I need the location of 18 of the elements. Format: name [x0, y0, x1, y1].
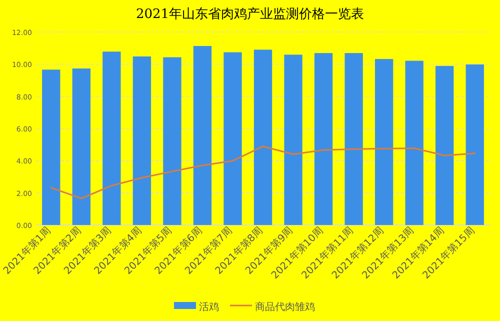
- bar: [374, 59, 394, 225]
- bar: [436, 66, 454, 225]
- legend-label: 商品代肉雏鸡: [255, 301, 315, 313]
- bar: [224, 52, 242, 225]
- bar: [284, 54, 302, 225]
- bar: [193, 46, 212, 225]
- bar: [314, 53, 333, 225]
- legend-label: 活鸡: [199, 301, 219, 313]
- bar: [72, 68, 90, 225]
- bar: [102, 52, 121, 225]
- bar: [42, 70, 60, 225]
- bar: [466, 64, 484, 225]
- chart-title: 2021年山东省肉鸡产业监测价格一览表: [136, 7, 364, 22]
- bar: [405, 60, 424, 225]
- bar: [344, 53, 363, 225]
- bar: [163, 57, 182, 225]
- bar: [254, 50, 272, 225]
- bar: [132, 56, 152, 225]
